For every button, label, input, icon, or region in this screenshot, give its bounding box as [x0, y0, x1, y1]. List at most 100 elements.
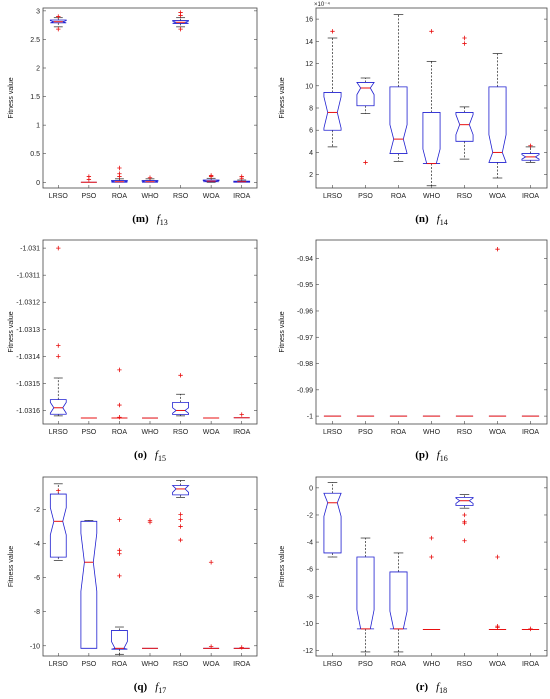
- x-tick-label: ROA: [112, 429, 128, 436]
- x-tick-label: RSO: [173, 661, 189, 668]
- outlier-point: [117, 165, 122, 171]
- y-tick-label: -1.0314: [16, 354, 40, 361]
- y-tick-label: 0.5: [30, 151, 40, 158]
- x-tick-label: LRSO: [323, 661, 343, 668]
- y-tick-label: -0.95: [297, 282, 313, 289]
- panel-caption: (m) f13: [132, 213, 168, 227]
- plot-frame: [42, 7, 258, 189]
- x-tick-label: WHO: [141, 193, 159, 200]
- y-tick-label: 14: [305, 39, 313, 46]
- outlier-point: [239, 412, 244, 417]
- x-tick-label: ROA: [391, 429, 407, 436]
- box-woa: [488, 554, 507, 631]
- y-tick-label: -6: [307, 567, 313, 574]
- y-tick-label: -0.96: [297, 308, 313, 315]
- x-tick-label: WOA: [489, 429, 506, 436]
- outlier-point: [56, 26, 61, 32]
- y-axis-label: Fitness value: [8, 546, 15, 587]
- chart-panel-14: 2 4 6 8 10 12 14 16 ×10⁻⁴ Fitness value LRSO PSO ROA…: [279, 1, 548, 227]
- outlier-point: [429, 29, 434, 34]
- y-tick-label: 12: [305, 61, 313, 68]
- outlier-point: [462, 35, 467, 41]
- x-tick-label: ROA: [391, 661, 407, 668]
- outlier-point: [363, 160, 368, 165]
- box-roa: [389, 552, 408, 653]
- chart-panel-15: -1.031 -1.0311 -1.0312 -1.0313 -1.0314 -1.031…: [8, 239, 258, 463]
- chart-panel-18: 0 -2 -4 -6 -8 -10 -12 Fitness value LRSO PSO ROA WH…: [279, 476, 548, 695]
- x-tick-label: IROA: [522, 661, 539, 668]
- y-tick-label: -6: [34, 575, 40, 582]
- x-tick-label: IROA: [233, 193, 250, 200]
- box-woa: [203, 560, 220, 649]
- outlier-point: [56, 245, 61, 251]
- plot-frame: [42, 476, 258, 657]
- box-roa: [111, 165, 128, 183]
- outlier-point: [117, 573, 122, 579]
- box-body: [488, 86, 507, 163]
- y-tick-label: -10: [30, 643, 40, 650]
- chart-panel-13: 0 0.5 1 1.5 2 2.5 3 Fitness value LRSO PSO ROA WHO R…: [8, 7, 258, 227]
- x-tick-label: WHO: [423, 429, 441, 436]
- outlier-point: [178, 512, 183, 517]
- outlier-point: [56, 14, 61, 19]
- panel-caption: (q) f17: [134, 681, 167, 695]
- x-tick-label: RSO: [173, 429, 189, 436]
- box-body: [233, 180, 251, 183]
- box-lrso: [49, 14, 67, 32]
- outlier-point: [208, 560, 214, 565]
- x-tick-label: IROA: [522, 193, 539, 200]
- box-who: [142, 518, 158, 649]
- box-rso: [455, 494, 474, 543]
- box-roa: [389, 14, 408, 162]
- box-iroa: [233, 412, 250, 419]
- outlier-point: [147, 175, 153, 180]
- box-body: [111, 630, 128, 650]
- box-who: [422, 29, 441, 187]
- panel-caption: (r) f18: [416, 681, 447, 695]
- outlier-point: [178, 517, 183, 522]
- y-axis-label: Fitness value: [279, 546, 286, 587]
- box-iroa: [233, 174, 251, 183]
- box-body: [49, 399, 67, 415]
- outlier-point: [495, 625, 500, 630]
- outlier-point: [330, 29, 335, 34]
- y-tick-label: -0.97: [297, 335, 313, 342]
- outlier-point: [429, 554, 434, 560]
- x-tick-label: WOA: [203, 429, 220, 436]
- x-tick-label: WHO: [141, 661, 159, 668]
- outlier-point: [239, 645, 244, 650]
- outlier-point: [178, 524, 183, 529]
- box-body: [422, 112, 441, 164]
- chart-panel-16: -0.94 -0.95 -0.96 -0.97 -0.98 -0.99 -1 Fitness …: [279, 239, 548, 463]
- panel-caption: (o) f15: [134, 449, 166, 463]
- y-axis-label: Fitness value: [279, 311, 286, 352]
- outlier-point: [147, 519, 153, 525]
- outlier-point: [208, 644, 214, 649]
- outlier-point: [528, 143, 533, 148]
- outlier-point: [86, 174, 92, 179]
- box-body: [111, 180, 128, 183]
- y-tick-label: -10: [303, 621, 313, 628]
- y-tick-label: 10: [305, 83, 313, 90]
- box-rso: [172, 10, 189, 32]
- box-body: [323, 92, 342, 131]
- x-tick-label: WOA: [489, 193, 506, 200]
- x-tick-label: WHO: [423, 193, 441, 200]
- x-tick-label: WOA: [203, 193, 220, 200]
- y-tick-label: -0.98: [297, 361, 313, 368]
- x-tick-label: LRSO: [323, 429, 343, 436]
- x-tick-label: WOA: [489, 661, 506, 668]
- x-tick-label: WHO: [423, 661, 441, 668]
- box-roa: [111, 367, 128, 420]
- outlier-point: [178, 10, 183, 15]
- x-tick-label: LRSO: [49, 661, 69, 668]
- y-tick-label: 4: [309, 150, 313, 157]
- y-tick-label: -1.0313: [16, 327, 40, 334]
- outlier-point: [495, 554, 500, 560]
- box-body: [356, 82, 375, 107]
- y-tick-label: 2.5: [30, 37, 40, 44]
- outlier-point: [208, 173, 214, 178]
- outlier-point: [462, 520, 467, 526]
- outlier-point: [178, 537, 183, 543]
